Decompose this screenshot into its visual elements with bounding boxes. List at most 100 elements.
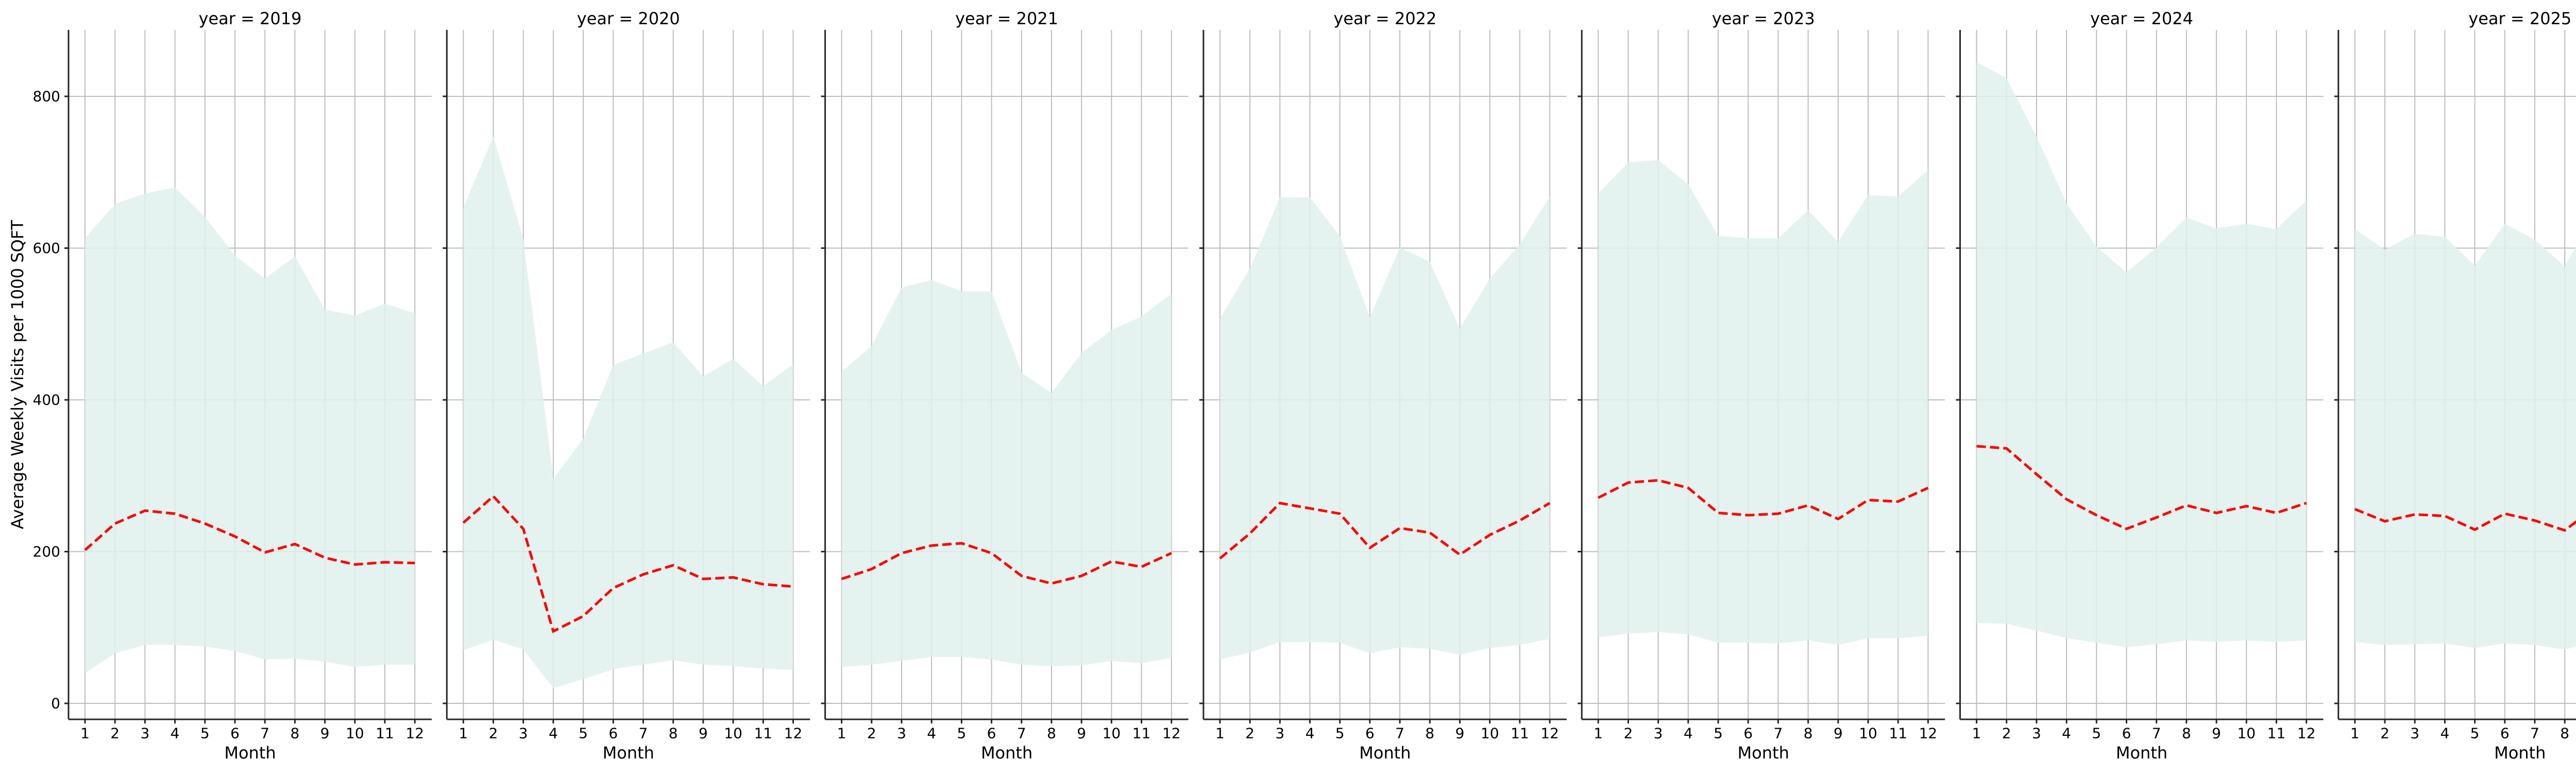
x-tick-label: 3	[1275, 725, 1284, 742]
panel-title: year = 2022	[1333, 9, 1436, 28]
percentile-band	[1976, 62, 2307, 648]
x-tick-label: 10	[724, 725, 742, 742]
x-tick-label: 3	[2032, 725, 2041, 742]
x-tick-label: 10	[1859, 725, 1877, 742]
x-tick-label: 10	[2237, 725, 2256, 742]
y-tick-label: 800	[33, 88, 60, 105]
x-tick-label: 2	[2002, 725, 2011, 742]
panel-title: year = 2025	[2468, 9, 2571, 28]
x-tick-label: 2	[1245, 725, 1255, 742]
x-tick-label: 11	[2267, 725, 2286, 742]
percentile-band	[841, 280, 1172, 667]
y-tick-label: 0	[51, 695, 60, 712]
x-tick-label: 7	[1017, 725, 1026, 742]
y-tick-label: 200	[33, 543, 60, 560]
y-axis-label: Average Weekly Visits per 1000 SQFT	[8, 220, 27, 529]
x-tick-label: 5	[2470, 725, 2480, 742]
x-tick-label: 5	[579, 725, 588, 742]
x-tick-label: 6	[230, 725, 240, 742]
x-tick-label: 2	[867, 725, 876, 742]
x-tick-label: 8	[1804, 725, 1813, 742]
median-line	[1219, 501, 1551, 560]
x-tick-label: 3	[1654, 725, 1663, 742]
x-tick-label: 12	[784, 725, 803, 742]
median-line	[84, 509, 415, 566]
x-tick-label: 5	[200, 725, 210, 742]
x-tick-label: 2	[1623, 725, 1633, 742]
median-line	[1598, 479, 1929, 521]
y-tick-label: 600	[33, 240, 60, 257]
x-tick-label: 6	[2122, 725, 2131, 742]
x-axis-label: Month	[224, 743, 276, 763]
x-tick-label: 1	[459, 725, 468, 742]
x-tick-label: 5	[1714, 725, 1723, 742]
panel-title: year = 2023	[1712, 9, 1815, 28]
x-tick-label: 12	[1162, 725, 1181, 742]
x-tick-label: 1	[1215, 725, 1225, 742]
x-tick-label: 1	[2350, 725, 2360, 742]
percentile-band	[463, 137, 793, 688]
x-axis-label: Month	[1738, 743, 1789, 763]
x-tick-label: 9	[1834, 725, 1843, 742]
panel-title: year = 2021	[955, 9, 1058, 28]
x-tick-label: 6	[987, 725, 996, 742]
x-tick-label: 3	[2410, 725, 2419, 742]
x-tick-label: 4	[2062, 725, 2071, 742]
x-tick-label: 8	[1425, 725, 1434, 742]
x-tick-label: 3	[519, 725, 528, 742]
x-tick-label: 1	[837, 725, 846, 742]
x-tick-label: 1	[80, 725, 90, 742]
x-tick-label: 4	[171, 725, 180, 742]
x-tick-label: 3	[140, 725, 149, 742]
x-tick-label: 7	[1773, 725, 1783, 742]
x-tick-label: 12	[405, 725, 424, 742]
x-tick-label: 5	[957, 725, 966, 742]
x-axis-label: Month	[1359, 743, 1411, 763]
x-tick-label: 11	[1511, 725, 1529, 742]
x-tick-label: 8	[1047, 725, 1056, 742]
median-line	[841, 542, 1172, 585]
x-tick-label: 1	[1594, 725, 1603, 742]
x-tick-label: 11	[1132, 725, 1151, 742]
panel-title: year = 2019	[199, 9, 302, 28]
median-line	[1976, 445, 2307, 531]
x-tick-label: 8	[669, 725, 678, 742]
x-tick-label: 9	[1077, 725, 1086, 742]
percentile-band	[2354, 224, 2576, 650]
x-tick-label: 6	[1743, 725, 1753, 742]
x-tick-label: 7	[2530, 725, 2539, 742]
x-axis-label: Month	[2116, 743, 2167, 763]
x-tick-label: 1	[1972, 725, 1981, 742]
x-tick-label: 4	[2440, 725, 2449, 742]
x-tick-label: 11	[376, 725, 394, 742]
median-line	[2354, 508, 2576, 532]
x-tick-label: 8	[2560, 725, 2569, 742]
median-line	[462, 494, 793, 633]
x-tick-label: 2	[489, 725, 498, 742]
x-tick-label: 12	[2297, 725, 2316, 742]
percentile-band	[1219, 196, 1550, 660]
x-tick-label: 4	[927, 725, 936, 742]
x-tick-label: 6	[2500, 725, 2510, 742]
x-tick-label: 7	[260, 725, 269, 742]
y-tick-label: 400	[33, 392, 60, 409]
x-tick-label: 4	[1684, 725, 1693, 742]
x-tick-label: 9	[1455, 725, 1465, 742]
x-tick-label: 12	[1919, 725, 1938, 742]
panel-title: year = 2024	[2090, 9, 2193, 28]
x-tick-label: 7	[2152, 725, 2161, 742]
x-tick-label: 10	[1103, 725, 1121, 742]
x-tick-label: 9	[320, 725, 330, 742]
x-tick-label: 9	[699, 725, 708, 742]
x-tick-label: 10	[346, 725, 364, 742]
x-tick-label: 2	[110, 725, 120, 742]
panel-title: year = 2020	[577, 9, 680, 28]
x-tick-label: 11	[1889, 725, 1907, 742]
x-tick-label: 2	[2380, 725, 2389, 742]
